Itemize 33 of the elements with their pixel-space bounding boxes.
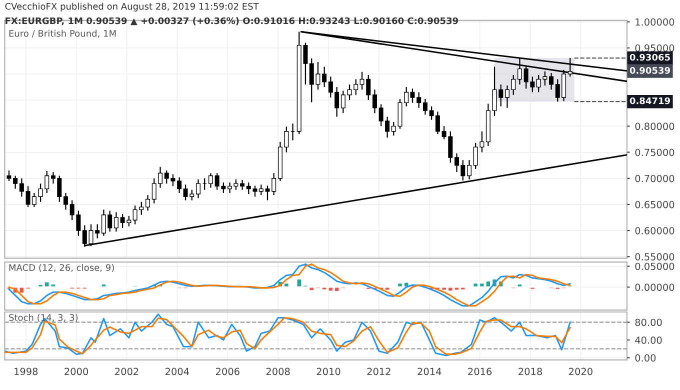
text: Euro / British Pound, 1M	[9, 30, 116, 38]
y-tick-label: 0.05000	[635, 262, 674, 270]
ref-line-label: 0.93065	[630, 54, 670, 61]
x-tick-label: 2006	[216, 368, 240, 376]
text: CVecchioFX published on August 28, 2019 11:59:02 EST	[5, 2, 259, 12]
x-tick-label: 2018	[518, 368, 542, 376]
x-tick-label: 2016	[468, 368, 492, 376]
ref-line-label: 0.84719	[630, 97, 670, 104]
x-tick-label: 2014	[418, 368, 442, 376]
chart-title: MACD (12, 26, close, 9)	[9, 264, 114, 272]
x-tick-label: 2002	[115, 368, 138, 376]
y-tick-label: 0.60000	[635, 227, 674, 234]
y-tick-label: 0.55000	[635, 253, 674, 260]
y-tick-label: 0.70000	[635, 174, 674, 182]
x-tick-label: 2012	[367, 368, 390, 376]
y-tick-label: 0.80000	[635, 122, 674, 130]
y-tick-label: 0.00	[635, 354, 656, 362]
y-tick-label: 0.65000	[635, 200, 674, 208]
y-tick-label: 40.00	[635, 336, 662, 344]
y-tick-label: 80.00	[635, 318, 662, 326]
y-tick-label: 1.00000	[636, 18, 674, 26]
x-tick-label: 2008	[266, 368, 290, 376]
x-tick-label: 2020	[569, 368, 592, 376]
annotation: 0.90539	[630, 66, 670, 74]
x-tick-label: 2004	[166, 368, 189, 376]
x-tick-label: 1998	[14, 368, 38, 376]
y-tick-label: 0.75000	[635, 148, 674, 156]
x-tick-label: 2010	[316, 368, 340, 376]
y-tick-label: 0.95000	[635, 44, 674, 52]
chart-title: Stoch (14, 3, 3)	[9, 314, 78, 322]
annotation: FX:EURGBP, 1M 0.90539 ▲ +0.00327 (+0.36%) O:0.91016 H:0.93243 L:0.90160 C:0.90539	[6, 17, 458, 26]
x-tick-label: 2000	[64, 368, 88, 376]
y-tick-label: 0.00000	[635, 284, 674, 291]
